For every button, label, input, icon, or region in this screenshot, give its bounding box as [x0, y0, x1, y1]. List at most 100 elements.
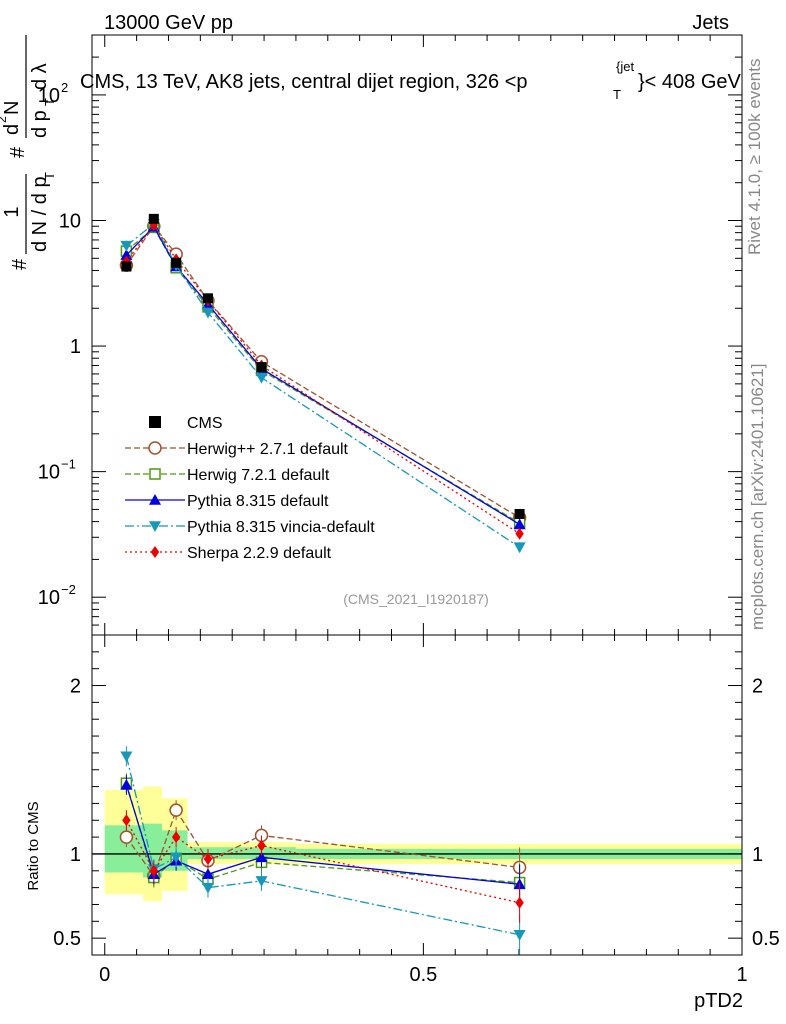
plot-title: CMS, 13 TeV, AK8 jets, central dijet reg…	[80, 59, 742, 102]
y-tick-label-exp: −1	[61, 457, 76, 472]
y-tick-label-base: 10	[59, 210, 81, 232]
title-sup: {jet	[616, 59, 634, 74]
marker-cms	[149, 416, 161, 428]
marker-cms	[514, 508, 525, 519]
y-title-frac-num: 1	[1, 206, 23, 217]
ratio-axis-label: Ratio to CMS	[25, 801, 42, 890]
legend-label: CMS	[187, 415, 223, 432]
legend-item-herwigpp: Herwig++ 2.7.1 default	[125, 441, 349, 458]
legend-label: Pythia 8.315 default	[187, 493, 329, 510]
legend-item-herwig7: Herwig 7.2.1 default	[125, 467, 330, 484]
y-title-frac-den-sub: T	[42, 172, 57, 180]
band-green	[187, 847, 233, 859]
legend-item-cms: CMS	[149, 415, 223, 432]
category-label: Jets	[692, 12, 729, 34]
marker-diamond	[149, 864, 159, 877]
ratio-frame	[91, 634, 743, 956]
y-tick-label: 1	[70, 336, 81, 358]
y-title-d2: d	[1, 124, 23, 135]
marker-diamond	[515, 896, 524, 909]
legend-label: Sherpa 2.2.9 default	[187, 545, 332, 562]
marker-circle	[148, 441, 162, 455]
ratio-y-tick-label: 0.5	[53, 928, 81, 950]
marker-circle	[119, 830, 134, 844]
y-tick-label: 10 2	[38, 80, 68, 107]
y-tick-label-base: 10	[38, 85, 60, 107]
main-y-axis-title: # 1 d N / d p T # d 2 N d p T d λ	[0, 35, 57, 270]
marker-cms	[171, 257, 182, 268]
energy-label: 13000 GeV pp	[104, 12, 233, 34]
x-tick-label: 1	[736, 964, 747, 986]
marker-triangle-down	[149, 521, 161, 532]
y-title-dlambda: d λ	[29, 63, 51, 90]
ratio-y-tick-label: 2	[70, 676, 81, 698]
legend-item-sherpa: Sherpa 2.2.9 default	[125, 545, 332, 562]
marker-triangle-down	[201, 882, 214, 894]
ratio-y-tick-label: 1	[70, 844, 81, 866]
legend-label: Herwig++ 2.7.1 default	[187, 441, 349, 458]
x-axis-label: pTD2	[694, 990, 743, 1012]
marker-triangle-up	[513, 518, 526, 530]
ratio-line-herwigpp	[125, 808, 520, 878]
y-title-hash: #	[9, 258, 31, 270]
y-title-dpT-sub: T	[42, 98, 57, 106]
legend-item-pythia: Pythia 8.315 default	[125, 493, 329, 510]
marker-diamond	[257, 839, 266, 852]
y-title-dpT: d p	[29, 110, 51, 138]
legend-label: Herwig 7.2.1 default	[187, 467, 330, 484]
marker-cms	[148, 213, 159, 224]
ratio-line-pythia	[125, 784, 520, 885]
marker-triangle-up	[201, 868, 214, 879]
marker-circle	[169, 803, 183, 817]
marker-triangle-down	[120, 751, 133, 763]
series-line-vincia	[126, 222, 520, 548]
title-sub: T	[613, 87, 621, 102]
marker-cms	[202, 293, 213, 304]
analysis-id: (CMS_2021_I1920187)	[343, 591, 489, 607]
band-green	[232, 847, 296, 859]
ratio-y-tick-label-right: 0.5	[752, 928, 780, 950]
y-tick-label: 10	[59, 210, 81, 232]
y-tick-label: 10 −2	[38, 582, 76, 609]
marker-cms	[121, 261, 132, 272]
y-title-hash2: #	[7, 146, 29, 158]
marker-triangle-down	[170, 852, 183, 864]
rivet-label: Rivet 4.1.0, ≥ 100k events	[745, 59, 764, 255]
marker-diamond	[515, 527, 524, 540]
y-tick-label-base: 10	[38, 587, 60, 609]
ratio-y-tick-label-right: 1	[752, 844, 763, 866]
y-title-frac-den: d N / d p	[29, 176, 51, 252]
marker-triangle-up	[255, 851, 268, 863]
marker-triangle-up	[120, 778, 133, 790]
marker-triangle-down	[255, 876, 268, 887]
ratio-line-herwig7	[125, 783, 520, 884]
marker-square	[149, 468, 161, 480]
ratio-panel: 0.5 0.51 12 20 0.5 1	[53, 634, 780, 986]
marker-diamond	[150, 546, 160, 558]
marker-triangle-up	[149, 494, 161, 505]
y-title-d2-sup: 2	[0, 116, 9, 123]
title-end: }< 408 GeV	[638, 71, 742, 93]
marker-diamond	[203, 853, 213, 865]
legend-item-vincia: Pythia 8.315 vincia-default	[125, 519, 375, 536]
legend: CMS Herwig++ 2.7.1 default Herwig 7.2.1 de…	[125, 415, 375, 562]
marker-diamond	[171, 831, 181, 844]
x-tick-label: 0.5	[409, 964, 437, 986]
y-title-d2-N: N	[1, 101, 23, 115]
y-tick-label-base: 1	[70, 336, 81, 358]
marker-triangle-down	[255, 372, 268, 384]
x-tick-label: 0	[99, 964, 110, 986]
marker-triangle-down	[201, 307, 214, 319]
ratio-y-tick-label-right: 2	[752, 676, 763, 698]
y-tick-label-exp: 2	[61, 80, 68, 95]
mcplots-label: mcplots.cern.ch [arXiv:2401.10621]	[748, 364, 767, 630]
ratio-line-sherpa	[125, 819, 520, 904]
marker-cms	[256, 362, 267, 373]
marker-triangle-down	[513, 542, 526, 554]
title-main: CMS, 13 TeV, AK8 jets, central dijet reg…	[80, 71, 528, 93]
marker-triangle-down	[120, 240, 133, 252]
y-tick-label: 10 −1	[38, 457, 76, 484]
y-tick-label-exp: −2	[61, 582, 76, 597]
